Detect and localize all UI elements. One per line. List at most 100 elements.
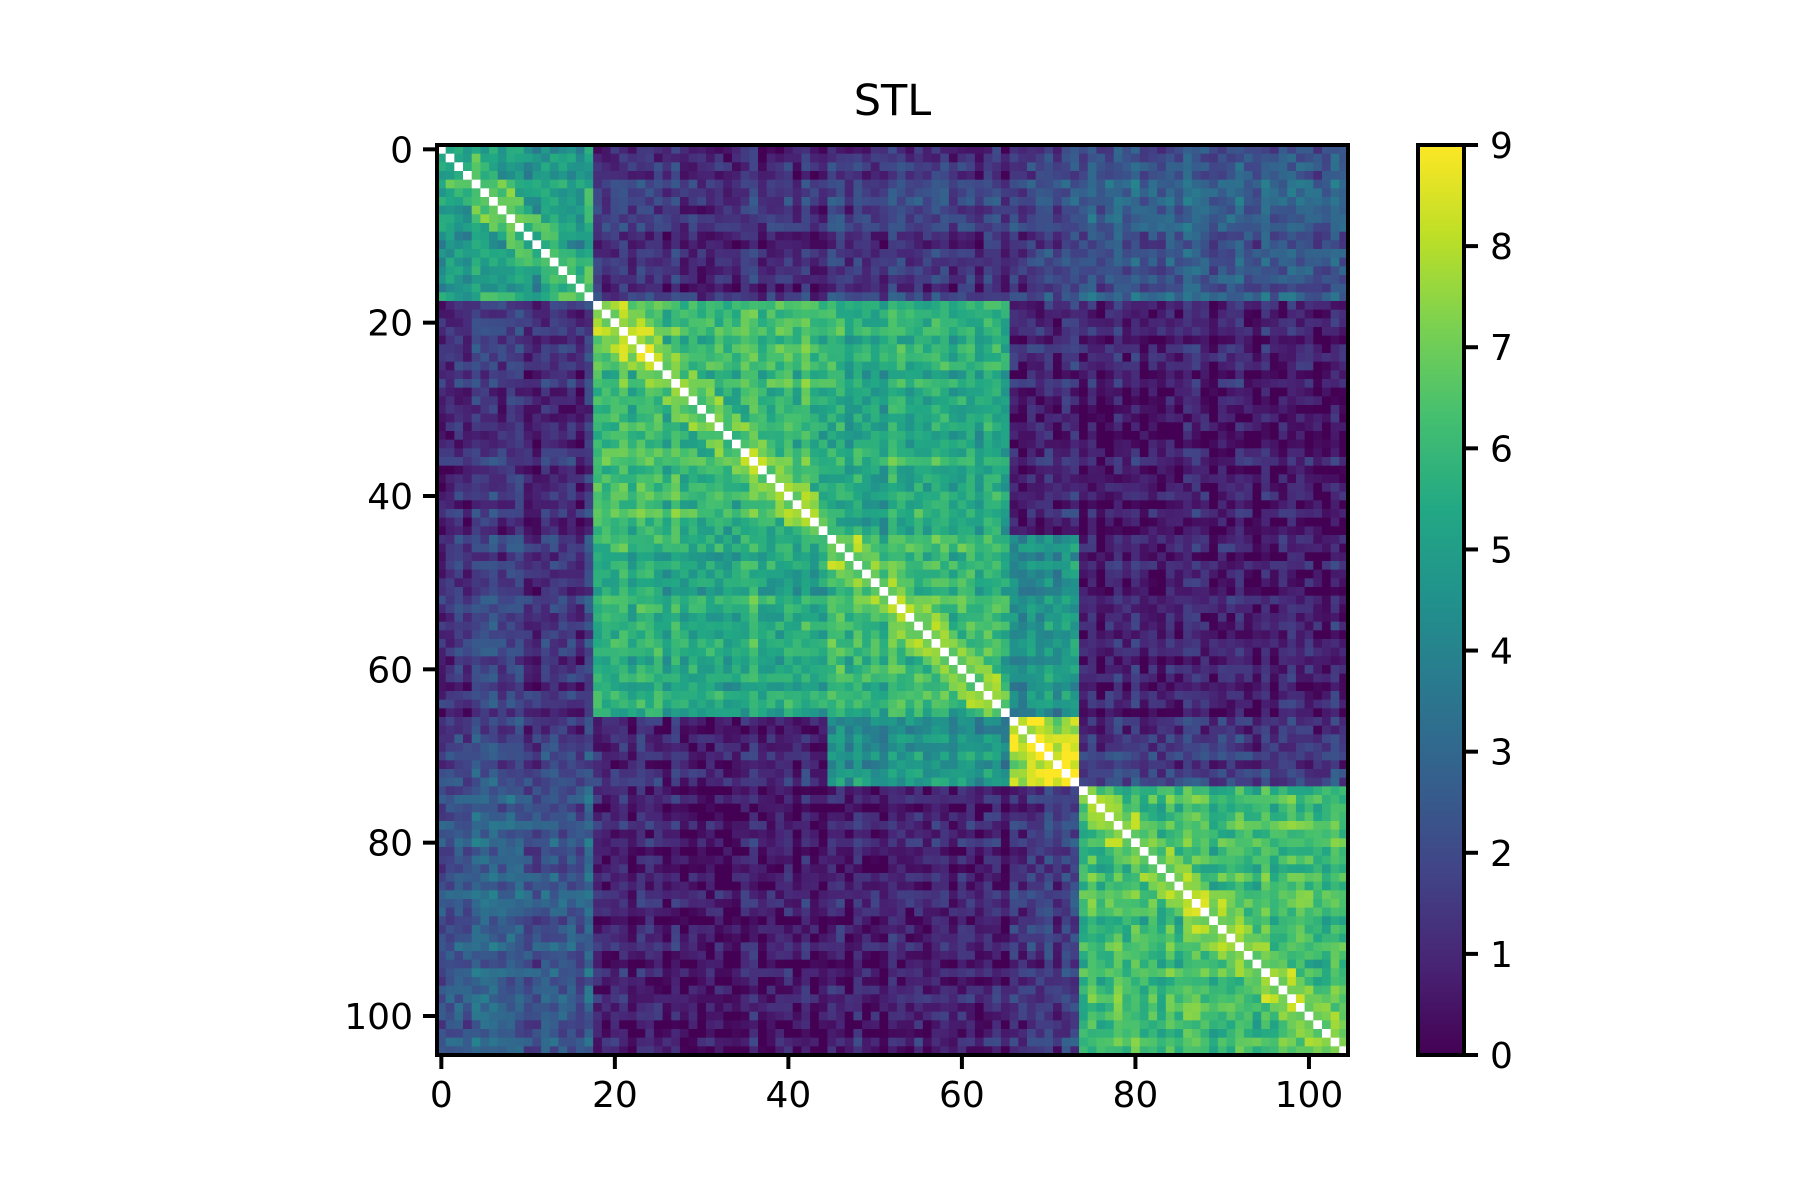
- heatmap-cell: [1261, 362, 1270, 371]
- heatmap-cell: [550, 292, 559, 301]
- heatmap-cell: [1322, 414, 1331, 423]
- heatmap-cell: [1166, 544, 1175, 553]
- heatmap-cell: [914, 500, 923, 509]
- heatmap-cell: [801, 180, 810, 189]
- heatmap-cell: [862, 266, 871, 275]
- heatmap-cell: [1157, 474, 1166, 483]
- heatmap-cell: [1322, 431, 1331, 440]
- heatmap-cell: [532, 518, 541, 527]
- heatmap-cell: [793, 336, 802, 345]
- heatmap-cell: [845, 535, 854, 544]
- heatmap-cell: [767, 206, 776, 215]
- heatmap-cell: [862, 197, 871, 206]
- heatmap-cell: [862, 180, 871, 189]
- heatmap-cell: [897, 318, 906, 327]
- heatmap-cell: [541, 275, 550, 284]
- heatmap-cell: [801, 154, 810, 163]
- heatmap-cell: [1331, 214, 1340, 223]
- heatmap-cell: [637, 232, 646, 241]
- heatmap-cell: [1201, 362, 1210, 371]
- heatmap-cell: [906, 422, 915, 431]
- heatmap-cell: [1253, 396, 1262, 405]
- heatmap-cell: [680, 214, 689, 223]
- heatmap-cell: [741, 353, 750, 362]
- heatmap-cell: [1044, 240, 1053, 249]
- heatmap-cell: [1270, 414, 1279, 423]
- heatmap-cell: [585, 344, 594, 353]
- heatmap-cell: [689, 362, 698, 371]
- heatmap-cell: [1253, 327, 1262, 336]
- heatmap-cell: [1088, 284, 1097, 293]
- heatmap-cell: [489, 362, 498, 371]
- heatmap-cell: [836, 483, 845, 492]
- heatmap-cell: [498, 535, 507, 544]
- heatmap-cell: [1261, 466, 1270, 475]
- heatmap-cell: [888, 214, 897, 223]
- heatmap-cell: [1018, 422, 1027, 431]
- heatmap-cell: [1114, 492, 1123, 501]
- heatmap-cell: [1010, 266, 1019, 275]
- heatmap-cell: [810, 266, 819, 275]
- heatmap-cell: [532, 526, 541, 535]
- heatmap-cell: [1192, 171, 1201, 180]
- heatmap-cell: [1140, 396, 1149, 405]
- heatmap-cell: [1070, 197, 1079, 206]
- heatmap-cell: [984, 457, 993, 466]
- heatmap-cell: [706, 388, 715, 397]
- heatmap-cell: [1096, 232, 1105, 241]
- heatmap-cell: [697, 431, 706, 440]
- heatmap-cell: [1192, 518, 1201, 527]
- heatmap-cell: [1227, 526, 1236, 535]
- heatmap-cell: [1287, 466, 1296, 475]
- heatmap-cell: [524, 284, 533, 293]
- heatmap-cell: [1088, 206, 1097, 215]
- heatmap-cell: [454, 431, 463, 440]
- heatmap-cell: [550, 336, 559, 345]
- heatmap-cell: [853, 526, 862, 535]
- heatmap-cell: [654, 240, 663, 249]
- heatmap-cell: [1183, 457, 1192, 466]
- heatmap-cell: [1140, 353, 1149, 362]
- heatmap-cell: [836, 292, 845, 301]
- heatmap-cell: [1105, 414, 1114, 423]
- heatmap-cell: [1122, 500, 1131, 509]
- heatmap-cell: [1140, 492, 1149, 501]
- heatmap-cell: [550, 431, 559, 440]
- heatmap-cell: [1227, 405, 1236, 414]
- heatmap-cell: [645, 240, 654, 249]
- heatmap-cell: [1027, 223, 1036, 232]
- heatmap-cell: [784, 509, 793, 518]
- heatmap-cell: [1227, 414, 1236, 423]
- heatmap-cell: [871, 310, 880, 319]
- heatmap-cell: [506, 258, 515, 267]
- heatmap-cell: [1044, 466, 1053, 475]
- heatmap-cell: [532, 379, 541, 388]
- heatmap-cell: [480, 292, 489, 301]
- heatmap-cell: [472, 292, 481, 301]
- heatmap-cell: [1105, 448, 1114, 457]
- heatmap-cell: [888, 197, 897, 206]
- heatmap-cell: [1174, 544, 1183, 553]
- heatmap-cell: [506, 362, 515, 371]
- heatmap-cell: [879, 171, 888, 180]
- heatmap-cell: [628, 249, 637, 258]
- heatmap-cell: [602, 310, 611, 319]
- heatmap-cell: [454, 327, 463, 336]
- heatmap-cell: [845, 284, 854, 293]
- heatmap-cell: [567, 388, 576, 397]
- heatmap-cell: [1209, 457, 1218, 466]
- heatmap-cell: [923, 448, 932, 457]
- heatmap-cell: [836, 552, 845, 561]
- heatmap-cell: [966, 292, 975, 301]
- heatmap-cell: [1070, 544, 1079, 553]
- heatmap-cell: [810, 154, 819, 163]
- heatmap-cell: [645, 180, 654, 189]
- heatmap-cell: [1201, 223, 1210, 232]
- heatmap-cell: [749, 171, 758, 180]
- heatmap-cell: [541, 509, 550, 518]
- heatmap-cell: [732, 457, 741, 466]
- heatmap-cell: [819, 396, 828, 405]
- heatmap-cell: [1305, 344, 1314, 353]
- heatmap-cell: [602, 275, 611, 284]
- heatmap-cell: [992, 162, 1001, 171]
